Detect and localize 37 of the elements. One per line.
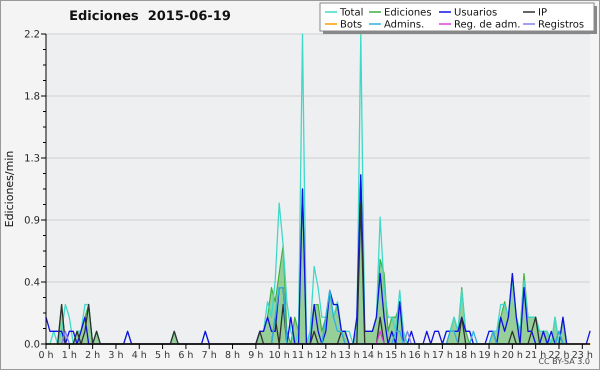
x-tick-label: 2 h: [85, 350, 100, 361]
x-tick-label: 18 h: [455, 350, 476, 361]
x-tick-label: 1 h: [62, 350, 77, 361]
y-tick-label: 1.8: [24, 92, 40, 102]
x-tick-label: 5 h: [155, 350, 170, 361]
y-tick-label: 0.0: [24, 340, 40, 350]
x-tick-label: 9 h: [248, 350, 264, 361]
y-tick-label: 1.3: [24, 154, 40, 164]
legend-label: Usuarios: [454, 8, 498, 18]
y-tick-label: 0.4: [24, 278, 40, 288]
x-tick-label: 19 h: [478, 350, 500, 361]
x-tick-label: 10 h: [268, 350, 290, 361]
x-tick-label: 3 h: [108, 350, 124, 361]
x-tick-label: 6 h: [178, 350, 194, 361]
x-tick-label: 7 h: [202, 350, 217, 361]
x-tick-label: 8 h: [224, 350, 240, 361]
legend-label: Admins.: [384, 20, 424, 30]
x-tick-label: 16 h: [408, 350, 430, 361]
chart-title: Ediciones 2015-06-19: [69, 9, 231, 24]
legend-label: Total: [339, 8, 364, 18]
y-tick-label: 0.9: [24, 216, 40, 226]
legend-label: IP: [538, 8, 547, 18]
x-tick-label: 12 h: [315, 350, 336, 361]
x-tick-label: 20 h: [502, 350, 523, 361]
legend-label: Reg. de adm.: [454, 20, 520, 30]
x-tick-label: 14 h: [362, 350, 384, 361]
y-axis-title: Ediciones/min: [3, 150, 16, 228]
x-tick-label: 4 h: [132, 350, 147, 361]
legend-label: Ediciones: [384, 8, 432, 18]
x-tick-label: 13 h: [338, 350, 360, 361]
x-tick-label: 11 h: [292, 350, 314, 361]
x-tick-label: 17 h: [432, 350, 453, 361]
x-tick-label: 0 h: [38, 350, 54, 361]
x-tick-label: 15 h: [385, 350, 406, 361]
legend-label: Registros: [538, 20, 584, 30]
legend-label: Bots: [340, 20, 362, 30]
y-tick-label: 2.2: [24, 30, 40, 40]
